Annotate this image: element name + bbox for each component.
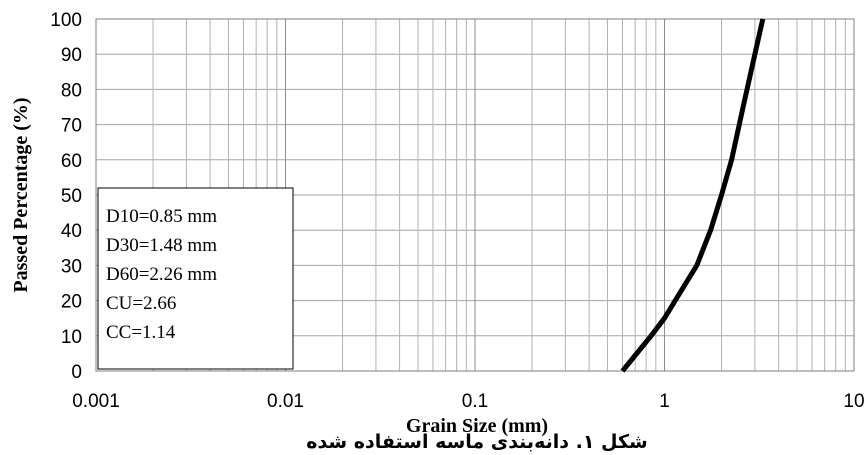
x-tick-label: 0.001 — [72, 391, 120, 412]
y-tick-label: 30 — [61, 256, 82, 277]
x-tick-label: 1 — [659, 391, 670, 412]
y-tick-label: 40 — [61, 221, 82, 242]
plot-frame — [95, 18, 855, 372]
stats-line: D30=1.48 mm — [106, 235, 217, 256]
stats-line: D10=0.85 mm — [106, 206, 217, 227]
y-tick-label: 90 — [61, 45, 82, 66]
y-axis-title: Passed Percentage (%) — [10, 97, 32, 292]
x-tick-label: 0.1 — [462, 391, 488, 412]
x-tick-label: 10 — [843, 391, 864, 412]
y-tick-label: 60 — [61, 151, 82, 172]
series-points — [622, 18, 763, 372]
x-tick-label: 0.01 — [267, 391, 304, 412]
stats-lines: D10=0.85 mm D30=1.48 mm D60=2.26 mm CU=2.66… — [106, 206, 217, 343]
y-tick-label: 80 — [61, 80, 82, 101]
stats-box — [97, 187, 294, 370]
y-tick-label: 0 — [71, 362, 82, 383]
figure-caption: شکل ۱. دانه‌بندی ماسه استفاده شده — [306, 431, 648, 453]
x-axis-ticks: 0.001 0.01 0.1 1 10 — [72, 391, 864, 412]
y-axis-ticks: 0 10 20 30 40 50 60 70 80 90 100 — [50, 10, 82, 383]
stats-line: CC=1.14 — [106, 322, 176, 343]
stats-line: D60=2.26 mm — [106, 264, 217, 285]
x-axis-title: Grain Size (mm) — [406, 415, 548, 437]
y-tick-label: 20 — [61, 292, 82, 313]
stats-line: CU=2.66 — [106, 293, 176, 314]
y-tick-label: 100 — [50, 10, 82, 31]
y-tick-label: 10 — [61, 327, 82, 348]
y-tick-label: 50 — [61, 186, 82, 207]
y-tick-label: 70 — [61, 116, 82, 137]
